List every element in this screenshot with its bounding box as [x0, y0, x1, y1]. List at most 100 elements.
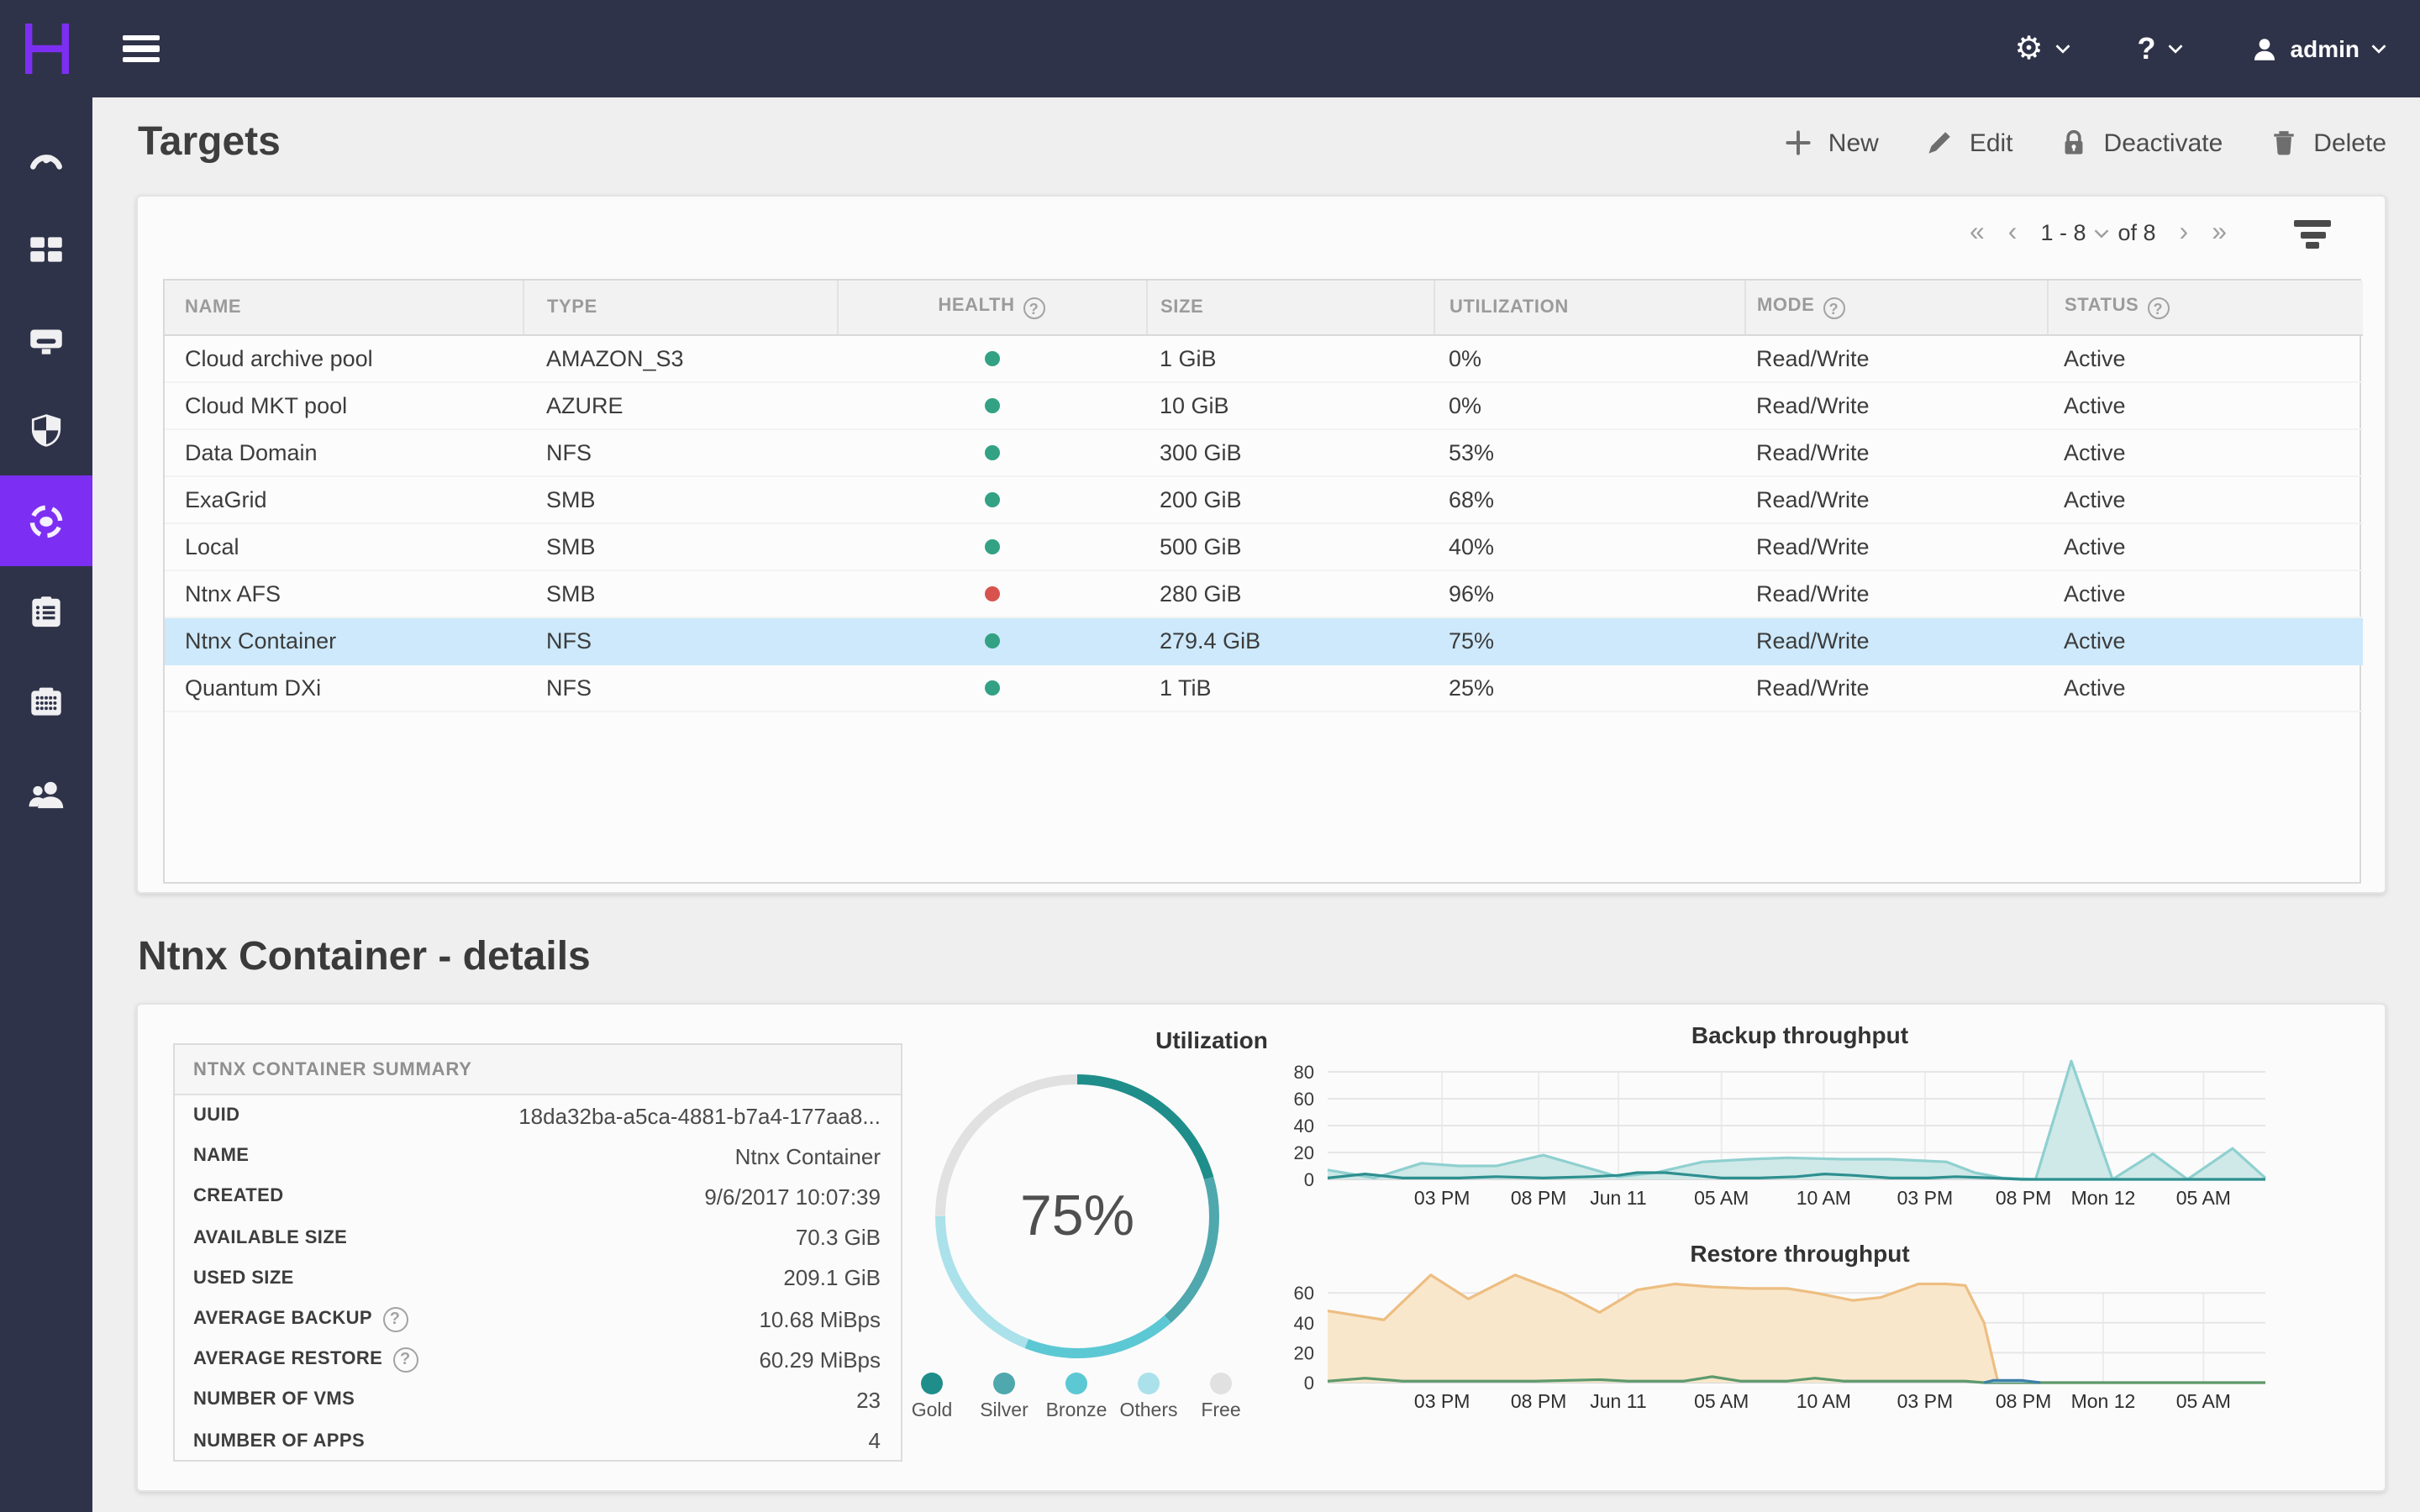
summary-value: 70.3 GiB [795, 1225, 881, 1251]
summary-label: AVERAGE RESTORE? [193, 1347, 418, 1373]
sidebar-item-policies[interactable] [0, 385, 92, 475]
svg-text:08 PM: 08 PM [1996, 1187, 2051, 1209]
target-icon [25, 500, 67, 542]
pagination-range-label: 1 - 8 [2040, 220, 2086, 245]
legend-dot [1210, 1373, 1232, 1394]
table-row[interactable]: ExaGrid SMB 200 GiB 68% Read/Write Active [165, 475, 2363, 523]
pagination-range-dropdown[interactable]: 1 - 8 of 8 [2040, 220, 2155, 245]
summary-row: NUMBER OF APPS 4 [175, 1420, 901, 1461]
edit-button[interactable]: Edit [1924, 128, 2013, 158]
legend-item[interactable]: Gold [896, 1373, 968, 1421]
hamburger-menu-icon[interactable] [123, 35, 160, 62]
health-dot-ok [984, 445, 999, 461]
cell-type: NFS [523, 617, 837, 664]
restore-chart-title: Restore throughput [1690, 1240, 1910, 1267]
table-row[interactable]: Quantum DXi NFS 1 TiB 25% Read/Write Active [165, 664, 2363, 711]
grid-icon [25, 228, 67, 270]
pagination-next-button[interactable]: › [2179, 218, 2189, 246]
main-content: Targets New Edit Deactivate Delete « ‹ 1 - … [92, 97, 2420, 1512]
delete-button[interactable]: Delete [2268, 128, 2386, 158]
summary-label: USED SIZE [193, 1268, 294, 1289]
new-button[interactable]: New [1783, 128, 1879, 158]
svg-text:10 AM: 10 AM [1797, 1187, 1851, 1209]
summary-value: 60.29 MiBps [759, 1347, 881, 1373]
lock-icon [2059, 128, 2089, 158]
cell-health [837, 570, 1146, 617]
summary-row: AVAILABLE SIZE 70.3 GiB [175, 1217, 901, 1257]
table-row[interactable]: Ntnx Container NFS 279.4 GiB 75% Read/Write A… [165, 617, 2363, 664]
cell-mode: Read/Write [1744, 428, 2047, 476]
topbar: ⚙︎ ? admin [0, 0, 2420, 97]
pagination-first-button[interactable]: « [1969, 218, 1985, 246]
filter-icon[interactable] [2294, 217, 2331, 249]
table-row[interactable]: Ntnx AFS SMB 280 GiB 96% Read/Write Active [165, 570, 2363, 617]
pencil-icon [1924, 128, 1954, 158]
cell-status: Active [2047, 570, 2363, 617]
cell-name: Cloud archive pool [165, 334, 523, 382]
sidebar-item-reports[interactable] [0, 566, 92, 657]
svg-text:40: 40 [1294, 1116, 1314, 1137]
backup-chart-title: Backup throughput [1691, 1021, 1909, 1048]
user-label: admin [2290, 35, 2360, 62]
health-dot-ok [984, 539, 999, 555]
user-menu[interactable]: admin [2250, 34, 2386, 63]
deactivate-button[interactable]: Deactivate [2059, 128, 2223, 158]
svg-text:03 PM: 03 PM [1897, 1187, 1953, 1209]
legend-item[interactable]: Silver [968, 1373, 1040, 1421]
cell-size: 1 TiB [1146, 664, 1434, 711]
details-card: NTNX CONTAINER SUMMARY UUID 18da32ba-a5ca… [136, 1003, 2386, 1492]
cell-status: Active [2047, 664, 2363, 711]
cell-status: Active [2047, 475, 2363, 523]
column-header-name[interactable]: NAME [165, 281, 523, 335]
plus-icon [1783, 128, 1813, 158]
cell-size: 280 GiB [1146, 570, 1434, 617]
svg-text:80: 80 [1294, 1062, 1314, 1083]
table-row[interactable]: Cloud archive pool AMAZON_S3 1 GiB 0% Read/W… [165, 334, 2363, 382]
settings-menu[interactable]: ⚙︎ [2014, 33, 2070, 65]
svg-text:08 PM: 08 PM [1511, 1390, 1566, 1412]
summary-row: NAME Ntnx Container [175, 1136, 901, 1176]
legend-dot [1138, 1373, 1160, 1394]
table-row[interactable]: Cloud MKT pool AZURE 10 GiB 0% Read/Write Act… [165, 381, 2363, 429]
help-menu[interactable]: ? [2138, 31, 2183, 66]
cell-size: 279.4 GiB [1146, 617, 1434, 664]
events-icon [25, 681, 67, 723]
column-header-size[interactable]: SIZE [1146, 281, 1434, 335]
clipboard-icon [25, 591, 67, 633]
legend-item[interactable]: Bronze [1040, 1373, 1113, 1421]
legend-item[interactable]: Free [1185, 1373, 1257, 1421]
column-header-utilization[interactable]: UTILIZATION [1434, 281, 1745, 335]
legend-item[interactable]: Others [1113, 1373, 1185, 1421]
summary-title: NTNX CONTAINER SUMMARY [175, 1045, 901, 1095]
column-header-mode[interactable]: MODE? [1744, 281, 2048, 335]
svg-text:Jun 11: Jun 11 [1590, 1187, 1646, 1209]
sidebar-item-dashboard[interactable] [0, 113, 92, 203]
help-icon: ? [382, 1306, 408, 1332]
svg-text:20: 20 [1294, 1342, 1314, 1363]
donut-legend: Gold Silver Bronze Others Free [896, 1373, 1259, 1421]
sidebar-item-applications[interactable] [0, 203, 92, 294]
summary-value: 23 [856, 1387, 881, 1413]
table-row[interactable]: Data Domain NFS 300 GiB 53% Read/Write Active [165, 428, 2363, 476]
summary-label: CREATED [193, 1186, 284, 1207]
question-icon: ? [2137, 31, 2156, 65]
sidebar-item-targets[interactable] [0, 475, 92, 566]
svg-text:40: 40 [1294, 1313, 1314, 1334]
svg-text:03 PM: 03 PM [1897, 1390, 1953, 1412]
brand-logo-icon[interactable] [20, 20, 74, 86]
column-header-health[interactable]: HEALTH? [837, 281, 1147, 335]
sidebar-item-events[interactable] [0, 657, 92, 748]
sidebar-item-virtual-machines[interactable] [0, 294, 92, 385]
column-header-status[interactable]: STATUS? [2047, 281, 2363, 335]
cell-health [837, 522, 1146, 570]
svg-text:20: 20 [1294, 1142, 1314, 1163]
column-header-type[interactable]: TYPE [523, 281, 838, 335]
summary-row: UUID 18da32ba-a5ca-4881-b7a4-177aa8... [175, 1095, 901, 1136]
pagination-prev-button[interactable]: ‹ [2007, 218, 2018, 246]
donut-center-label: 75% [1019, 1184, 1135, 1247]
cell-utilization: 40% [1434, 522, 1744, 570]
table-row[interactable]: Local SMB 500 GiB 40% Read/Write Active [165, 522, 2363, 570]
sidebar-item-administration[interactable] [0, 748, 92, 838]
cell-type: NFS [523, 428, 837, 476]
pagination-last-button[interactable]: » [2212, 218, 2227, 246]
